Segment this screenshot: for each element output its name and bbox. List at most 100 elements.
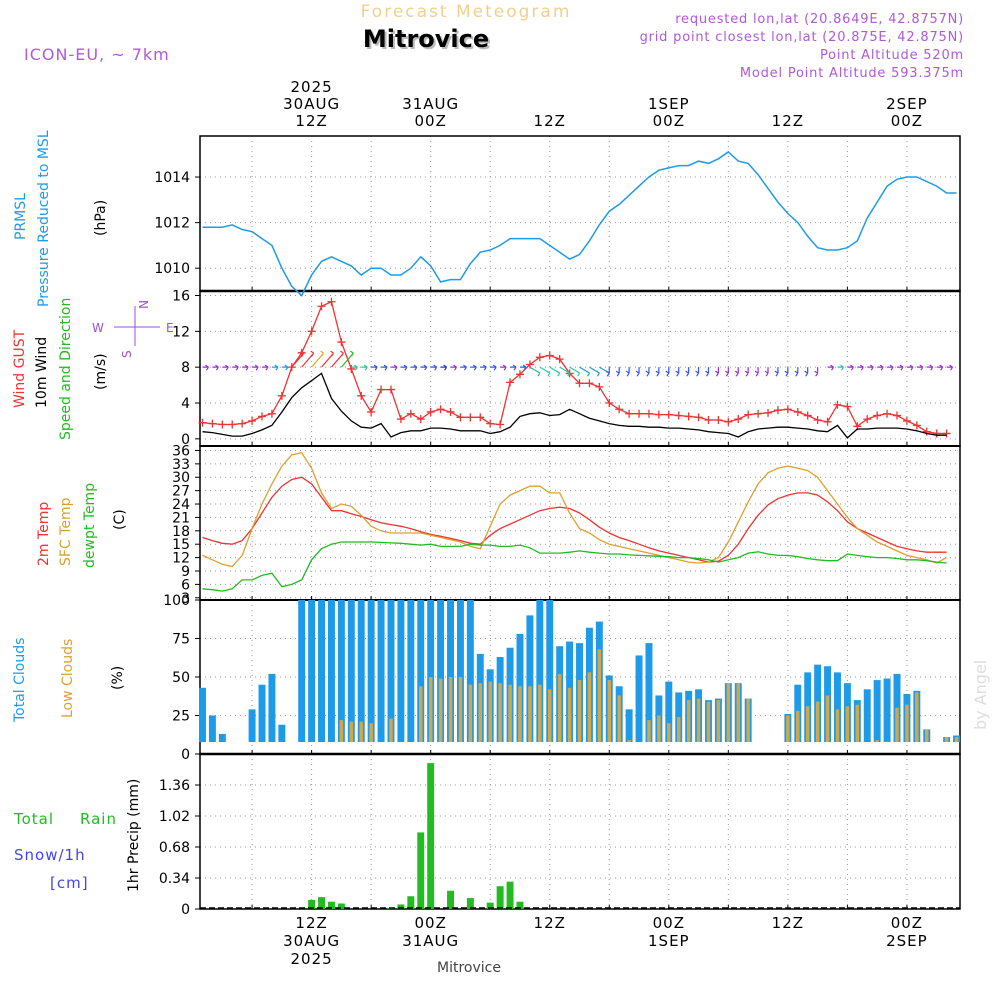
gust-marker	[873, 412, 881, 420]
wind-direction-arrow	[765, 367, 768, 376]
gust-marker	[248, 417, 256, 425]
panel-frame	[200, 291, 960, 446]
gust-marker	[824, 418, 832, 426]
gust-marker	[218, 420, 226, 428]
time-label-top: 12Z	[534, 112, 566, 130]
gust-marker	[704, 416, 712, 424]
gust-marker	[635, 410, 643, 418]
low-cloud-bar	[846, 706, 849, 742]
low-cloud-bar	[796, 711, 799, 742]
low-cloud-bar	[558, 674, 561, 742]
clouds-label-1: Total Clouds	[12, 638, 28, 723]
time-label-top: 2SEP	[886, 95, 928, 113]
wind-direction-arrow	[282, 365, 288, 370]
time-label-top: 12Z	[295, 112, 327, 130]
wind-direction-arrow	[361, 365, 367, 370]
gust-marker	[228, 420, 236, 428]
low-cloud-bar	[538, 685, 541, 742]
total-cloud-bar	[874, 680, 881, 742]
y-tick-label: 1.36	[159, 778, 190, 794]
wind-direction-arrow	[715, 367, 718, 376]
gust-marker	[238, 420, 246, 428]
gust-marker	[278, 392, 286, 400]
rain-bar	[507, 882, 514, 909]
gust-marker	[367, 408, 375, 416]
low-cloud-bar	[727, 683, 730, 742]
wind-label-3: Speed and Direction	[58, 298, 74, 440]
wind-direction-arrow	[381, 365, 387, 370]
low-cloud-bar	[449, 677, 452, 742]
precip-ylabel: 1hr Precip (mm)	[126, 779, 142, 892]
gust-marker	[447, 408, 455, 416]
wind-direction-arrow	[580, 367, 590, 376]
time-label-top: 00Z	[891, 112, 923, 130]
gust-marker	[655, 411, 663, 419]
low-cloud-bar	[915, 692, 918, 742]
low-cloud-bar	[677, 717, 680, 742]
wind-direction-arrow	[696, 367, 699, 376]
total-cloud-bar	[407, 600, 414, 742]
watermark: by Angel	[971, 660, 990, 730]
wind-direction-arrow	[421, 365, 427, 370]
model-altitude: Model Point Altitude 593.375m	[740, 66, 964, 81]
gust-marker	[843, 403, 851, 411]
y-tick-label: 0.34	[159, 871, 190, 887]
wind-direction-arrow	[480, 365, 486, 370]
temp-sfc-line	[203, 453, 947, 567]
rain-bar	[407, 896, 414, 909]
wind-direction-arrow	[877, 365, 883, 370]
wind-direction-arrow	[897, 365, 903, 370]
low-cloud-bar	[895, 708, 898, 742]
total-cloud-bar	[368, 600, 375, 742]
temp-unit: (C)	[112, 509, 128, 530]
footer-location: Mitrovice	[437, 960, 501, 976]
low-cloud-bar	[945, 737, 948, 742]
gust-marker	[774, 406, 782, 414]
precip-label-snow: Snow/1h	[14, 846, 86, 864]
low-cloud-bar	[826, 695, 829, 742]
gust-marker	[357, 392, 365, 400]
low-cloud-bar	[608, 680, 611, 742]
wind-direction-arrow	[470, 365, 476, 370]
dewpoint-line	[203, 542, 947, 591]
low-cloud-bar	[419, 686, 422, 742]
wind-direction-arrow	[401, 365, 407, 370]
low-cloud-bar	[647, 720, 650, 742]
time-label-top: 12Z	[772, 112, 804, 130]
time-label-bottom: 00Z	[653, 914, 685, 932]
time-label-bottom: 2025	[291, 950, 333, 968]
gust-marker	[595, 383, 603, 391]
wind-direction-arrow	[212, 365, 218, 370]
gust-marker	[486, 420, 494, 428]
gust-marker	[546, 352, 554, 360]
gust-marker	[337, 338, 345, 346]
wind-direction-arrow	[887, 365, 893, 370]
low-cloud-bar	[340, 720, 343, 742]
gust-marker	[734, 415, 742, 423]
time-label-top: 30AUG	[283, 95, 340, 113]
wind-direction-arrow	[735, 367, 738, 376]
gust-marker	[903, 417, 911, 425]
wind-direction-arrow	[589, 367, 599, 376]
wind-label-2: 10m Wind	[34, 337, 50, 408]
gust-marker	[466, 413, 474, 421]
wind-direction-arrow	[686, 367, 689, 376]
low-cloud-bar	[359, 722, 362, 742]
wind-direction-arrow	[411, 365, 417, 370]
low-cloud-bar	[598, 649, 601, 742]
gust-marker	[794, 408, 802, 416]
wind-direction-arrow	[917, 365, 923, 370]
gust-marker	[833, 401, 841, 409]
time-label-top: 31AUG	[402, 95, 459, 113]
wind-direction-arrow	[785, 367, 788, 376]
total-cloud-bar	[209, 716, 216, 743]
low-cloud-bar	[627, 740, 630, 742]
wind-direction-arrow	[646, 367, 649, 376]
total-cloud-bar	[219, 734, 226, 742]
wind-direction-arrow	[626, 367, 629, 376]
wind-direction-arrow	[828, 365, 834, 370]
low-cloud-bar	[389, 719, 392, 742]
wind-direction-arrow	[616, 367, 619, 376]
low-cloud-bar	[588, 672, 591, 742]
gust-marker	[407, 410, 415, 418]
